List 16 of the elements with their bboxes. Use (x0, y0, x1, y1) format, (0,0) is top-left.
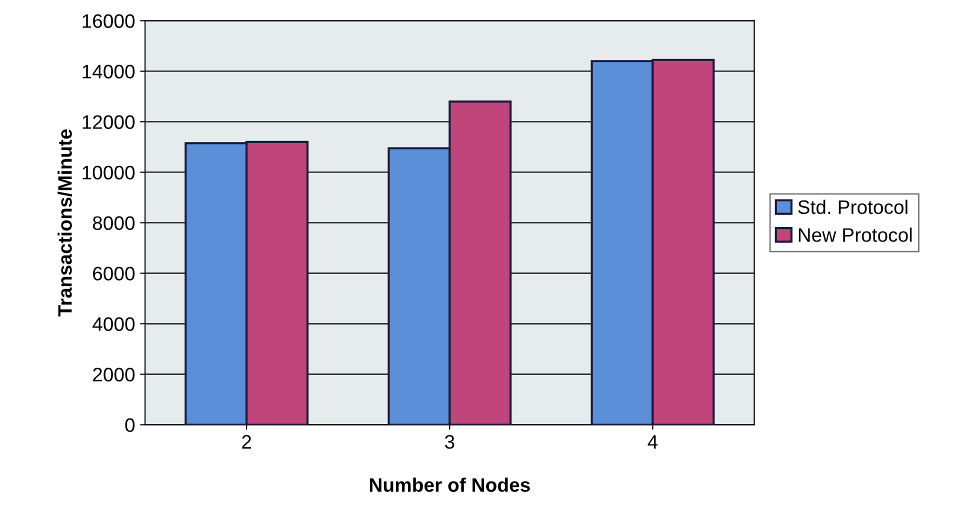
y-tick-label: 10000 (82, 166, 135, 180)
y-tick-label: 12000 (82, 115, 135, 129)
legend-label: Std. Protocol (798, 200, 908, 214)
y-tick-label: 16000 (82, 14, 135, 28)
y-tick-label: 6000 (93, 266, 135, 280)
y-axis-title: Transactions/Minute (58, 129, 72, 317)
y-tick-label: 0 (125, 418, 135, 432)
x-tick-label: 2 (242, 434, 252, 449)
y-tick-label: 4000 (92, 317, 135, 331)
y-tick-label: 2000 (93, 368, 135, 382)
x-axis-title: Number of Nodes (370, 478, 530, 492)
y-tick-label: 8000 (92, 216, 135, 230)
x-tick-label: 3 (444, 434, 454, 449)
legend-label: New Protocol (798, 228, 912, 242)
x-tick-label: 4 (648, 435, 658, 449)
y-tick-label: 14000 (82, 64, 135, 78)
